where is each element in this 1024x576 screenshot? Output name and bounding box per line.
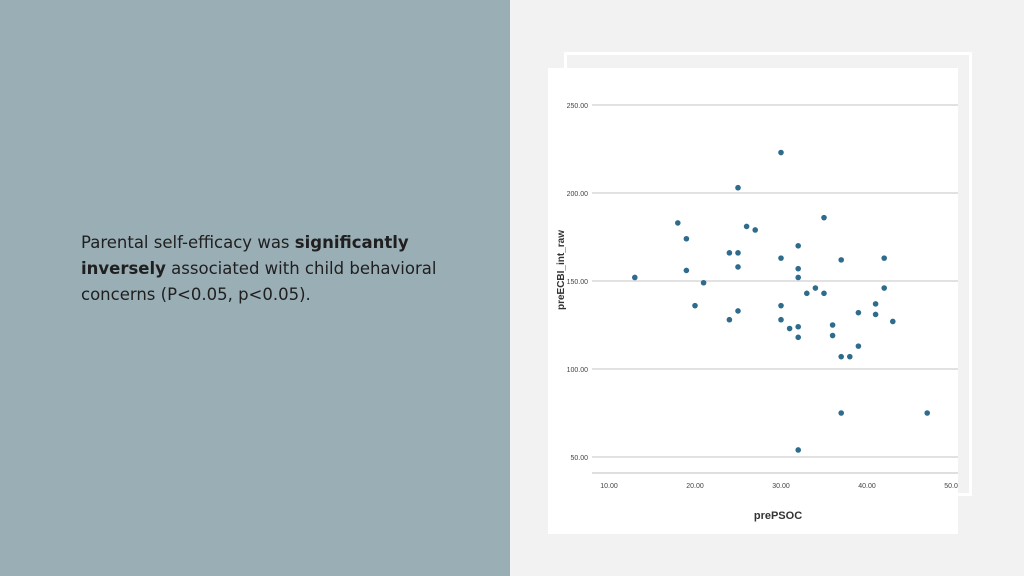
data-point-21 [795, 274, 801, 281]
scatter-plot: 50.00 100.00 150.00 200.00 250.00 10.00 20.00 3… [556, 103, 958, 522]
grid-lines [592, 104, 958, 474]
data-point-8 [735, 184, 741, 191]
data-point-15 [778, 255, 784, 261]
data-point-3 [683, 267, 690, 274]
data-point-40 [881, 285, 887, 291]
data-point-37 [872, 301, 879, 307]
data-point-33 [838, 410, 844, 416]
data-point-7 [726, 316, 733, 323]
data-point-17 [778, 316, 784, 323]
y-tick-label-1: 100.00 [567, 367, 589, 374]
data-points [632, 149, 930, 453]
left-panel [0, 0, 510, 576]
data-point-5 [700, 279, 707, 286]
data-point-28 [821, 290, 827, 297]
data-point-42 [924, 410, 930, 416]
chart-card: 50.00 100.00 150.00 200.00 250.00 10.00 20.00 3… [548, 68, 958, 534]
data-point-20 [795, 265, 801, 272]
data-point-1 [675, 220, 681, 226]
x-tick-label-1: 20.00 [686, 483, 704, 490]
data-point-26 [812, 285, 819, 291]
data-point-32 [838, 353, 844, 360]
data-point-9 [735, 250, 741, 256]
body-text-prefix: Parental self-efficacy was [81, 233, 295, 252]
y-tick-label-4: 250.00 [567, 103, 589, 110]
y-tick-label-2: 150.00 [567, 279, 589, 286]
x-axis-label: prePSOC [754, 510, 802, 522]
data-point-6 [726, 250, 733, 256]
x-tick-label-0: 10.00 [600, 483, 618, 490]
data-point-36 [855, 343, 862, 349]
data-point-18 [786, 325, 793, 332]
data-point-25 [804, 290, 810, 297]
tick-labels: 50.00 100.00 150.00 200.00 250.00 10.00 20.00 3… [567, 103, 958, 490]
data-point-22 [795, 323, 801, 330]
data-point-4 [692, 302, 698, 309]
data-point-29 [829, 322, 836, 328]
y-tick-label-0: 50.00 [570, 455, 588, 462]
data-point-10 [735, 264, 741, 270]
data-point-30 [829, 332, 836, 339]
slide-body-text: Parental self-efficacy was significantly… [81, 230, 441, 308]
data-point-38 [872, 311, 879, 318]
body-text-bold: significantly inversely [81, 233, 409, 278]
x-tick-label-2: 30.00 [772, 483, 790, 490]
data-point-35 [855, 309, 862, 316]
data-point-0 [632, 274, 638, 281]
x-tick-label-4: 50.00 [944, 483, 958, 490]
data-point-19 [795, 243, 801, 249]
data-point-27 [821, 214, 827, 221]
data-point-41 [890, 318, 896, 325]
data-point-23 [795, 334, 801, 341]
data-point-31 [838, 257, 844, 263]
data-point-13 [752, 227, 758, 233]
data-point-12 [743, 223, 750, 230]
x-tick-label-3: 40.00 [858, 483, 876, 490]
data-point-14 [778, 149, 784, 156]
data-point-2 [683, 235, 690, 242]
data-point-39 [881, 255, 887, 261]
data-point-11 [735, 308, 741, 314]
data-point-16 [778, 302, 784, 309]
body-text-suffix: associated with child behavioral concern… [81, 259, 437, 304]
data-point-24 [795, 447, 801, 453]
y-axis-label: preECBI_int_raw [556, 230, 567, 310]
y-tick-label-3: 200.00 [567, 191, 589, 198]
data-point-34 [847, 353, 853, 360]
